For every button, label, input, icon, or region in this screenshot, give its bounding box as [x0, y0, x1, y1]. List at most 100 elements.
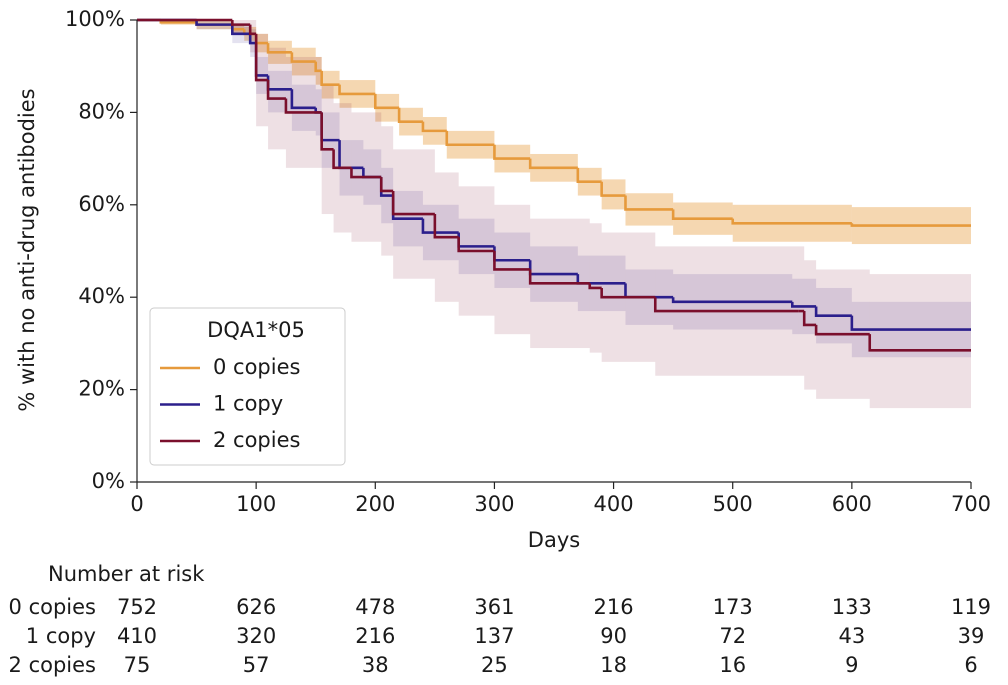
survival-step — [528, 158, 578, 170]
survival-step — [195, 20, 233, 26]
legend-label: 0 copies — [213, 355, 300, 379]
x-tick-label: 700 — [951, 492, 991, 516]
survival-step — [457, 237, 495, 253]
survival-step — [314, 61, 322, 73]
risk-row-label: 1 copy — [26, 624, 96, 648]
survival-step — [397, 107, 423, 123]
risk-count: 75 — [124, 653, 151, 677]
risk-count: 39 — [958, 624, 985, 648]
risk-count: 9 — [845, 653, 858, 677]
survival-step — [332, 149, 352, 170]
x-tick-label: 300 — [474, 492, 514, 516]
risk-count: 25 — [481, 653, 508, 677]
survival-step — [290, 52, 316, 63]
survival-step — [445, 130, 495, 147]
risk-table-title: Number at risk — [48, 562, 205, 586]
survival-step — [600, 181, 626, 197]
y-tick-label: 20% — [78, 377, 125, 401]
survival-step — [254, 33, 269, 82]
survival-step — [338, 84, 376, 96]
survival-step — [379, 177, 394, 193]
risk-row-label: 0 copies — [9, 595, 96, 619]
confidence-band — [869, 274, 971, 409]
y-axis-label: % with no anti-drug antibodies — [15, 88, 39, 411]
survival-step — [421, 121, 447, 133]
survival-step — [248, 33, 257, 45]
survival-step — [528, 269, 590, 285]
x-tick-label: 600 — [832, 492, 872, 516]
risk-count: 410 — [117, 624, 157, 648]
legend-label: 2 copies — [213, 428, 300, 452]
risk-count: 173 — [713, 595, 753, 619]
lines — [137, 18, 971, 352]
x-tick-label: 500 — [713, 492, 753, 516]
risk-row-label: 2 copies — [9, 653, 96, 677]
legend-box — [149, 307, 346, 466]
survival-step — [790, 301, 817, 308]
risk-count: 478 — [355, 595, 395, 619]
risk-count: 18 — [600, 653, 627, 677]
survival-step — [671, 297, 793, 304]
survival-step — [290, 89, 316, 110]
legend-label: 1 copy — [213, 392, 283, 416]
x-tick-label: 100 — [236, 492, 276, 516]
risk-count: 43 — [838, 624, 865, 648]
risk-count: 16 — [719, 653, 746, 677]
y-tick-label: 40% — [78, 284, 125, 308]
survival-step — [588, 283, 602, 290]
y-tick-label: 60% — [78, 192, 125, 216]
confidence-band — [250, 20, 257, 53]
x-axis-label: Days — [528, 528, 580, 552]
confidence-band — [232, 20, 251, 34]
x-tick-label: 200 — [355, 492, 395, 516]
survival-step — [248, 24, 257, 36]
risk-count: 38 — [362, 653, 389, 677]
survival-step — [850, 315, 971, 331]
survival-step — [814, 324, 870, 336]
risk-count: 626 — [236, 595, 276, 619]
survival-step — [653, 297, 799, 313]
survival-step — [231, 20, 251, 26]
risk-count: 90 — [600, 624, 627, 648]
risk-count: 752 — [117, 595, 157, 619]
y-tick-label: 0% — [92, 469, 125, 493]
survival-step — [320, 70, 340, 86]
survival-step — [868, 334, 971, 352]
survival-step — [671, 209, 733, 220]
x-tick-label: 400 — [594, 492, 634, 516]
survival-step — [731, 218, 852, 225]
survival-step — [850, 223, 971, 227]
risk-count: 137 — [474, 624, 514, 648]
y-tick-label: 100% — [65, 7, 125, 31]
risk-count: 216 — [594, 595, 634, 619]
survival-step — [624, 195, 674, 211]
risk-count: 72 — [719, 624, 746, 648]
risk-count: 119 — [951, 595, 991, 619]
x-tick-label: 0 — [130, 492, 143, 516]
survival-step — [350, 167, 382, 179]
survival-step — [493, 144, 531, 160]
survival-step — [802, 311, 817, 327]
survival-step — [493, 251, 531, 271]
survival-step — [320, 112, 334, 151]
risk-count: 216 — [355, 624, 395, 648]
survival-step — [576, 167, 602, 183]
survival-step — [421, 218, 459, 234]
survival-step — [231, 24, 251, 36]
risk-count: 361 — [474, 595, 514, 619]
survival-step — [266, 43, 292, 54]
risk-count: 57 — [243, 653, 270, 677]
survival-step — [433, 214, 459, 239]
survival-step — [266, 80, 286, 100]
y-tick-label: 80% — [78, 99, 125, 123]
risk-count: 320 — [236, 624, 276, 648]
survival-step — [373, 93, 400, 110]
survival-step — [284, 98, 322, 114]
risk-count: 6 — [964, 653, 977, 677]
risk-count: 133 — [832, 595, 872, 619]
survival-step — [600, 287, 656, 299]
survival-step — [391, 190, 435, 216]
survival-step — [814, 306, 852, 317]
legend-title: DQA1*05 — [207, 318, 305, 342]
